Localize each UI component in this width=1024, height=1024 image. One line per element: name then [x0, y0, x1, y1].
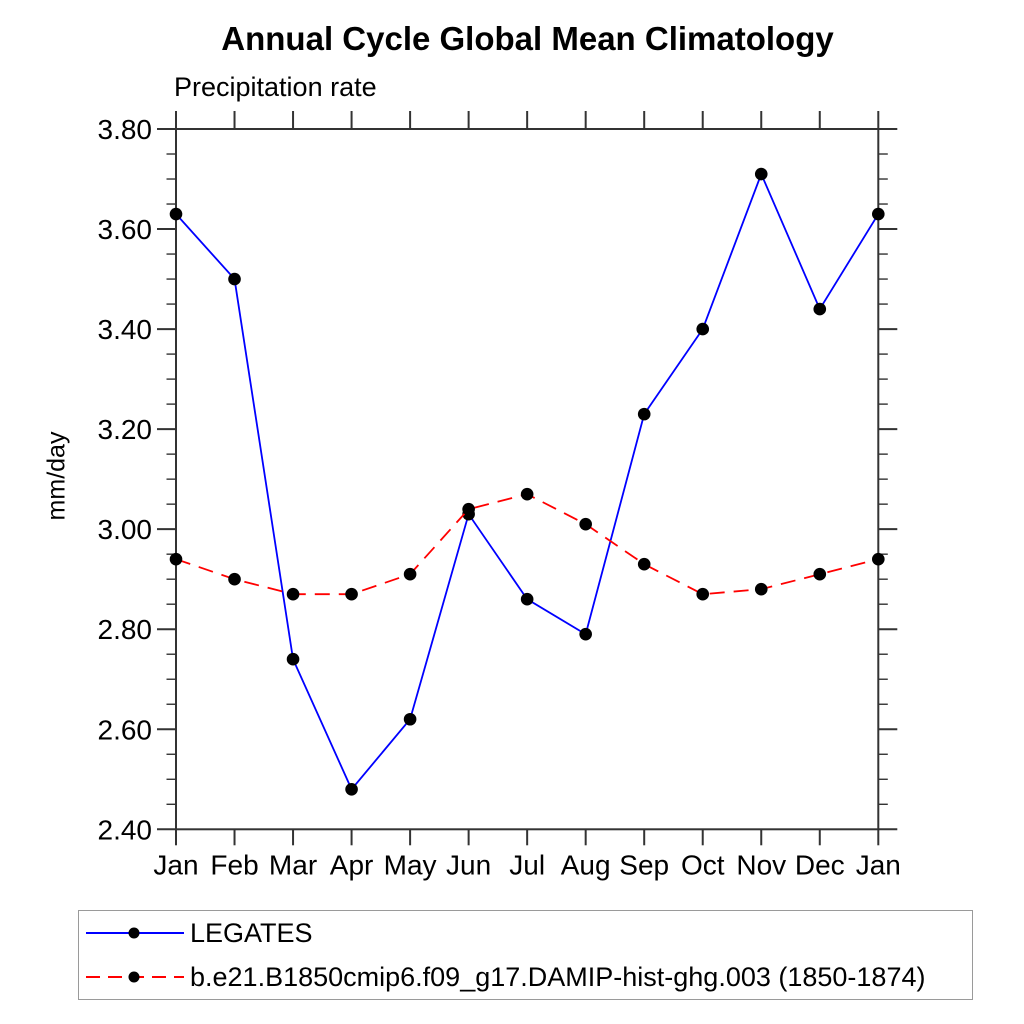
legend-box: LEGATES b.e21.B1850cmip6.f09_g17.DAMIP-h… — [78, 910, 973, 1000]
legend-item-model: b.e21.B1850cmip6.f09_g17.DAMIP-hist-ghg.… — [79, 955, 972, 999]
chart-subtitle: Precipitation rate — [174, 72, 377, 102]
data-point-marker — [286, 587, 300, 601]
data-point-marker — [754, 582, 768, 596]
legend-sample-dot-icon — [128, 971, 140, 983]
data-point-marker — [813, 567, 827, 581]
data-point-marker — [520, 592, 534, 606]
y-tick-label: 3.00 — [98, 514, 153, 545]
x-tick-label: Mar — [269, 849, 317, 880]
x-tick-label: Jan — [153, 849, 198, 880]
y-tick-label: 3.80 — [98, 114, 153, 145]
data-point-marker — [579, 517, 592, 531]
data-point-marker — [813, 302, 827, 316]
data-point-marker — [520, 487, 534, 501]
legend-item-legates: LEGATES — [79, 911, 972, 955]
data-point-marker — [637, 557, 651, 571]
series-line-legates — [175, 171, 880, 791]
x-tick-label: Jul — [509, 849, 545, 880]
x-tick-label: Feb — [210, 849, 258, 880]
x-tick-label: May — [384, 849, 437, 880]
data-point-marker — [345, 587, 358, 601]
y-tick-label: 2.80 — [98, 614, 153, 645]
data-point-marker — [754, 167, 768, 181]
legend-line-sample-red-dashed — [86, 971, 184, 983]
data-point-marker — [286, 652, 300, 666]
data-point-marker — [169, 207, 183, 221]
y-tick-label: 2.40 — [98, 814, 153, 845]
y-tick-label: 3.20 — [98, 414, 153, 445]
data-point-marker — [228, 572, 241, 586]
x-tick-label: Nov — [736, 849, 786, 880]
x-tick-label: Jan — [856, 849, 901, 880]
data-point-marker — [345, 782, 358, 796]
data-point-marker — [579, 627, 592, 641]
y-tick-label: 2.60 — [98, 714, 153, 745]
x-tick-label: Oct — [681, 849, 725, 880]
x-tick-label: Jun — [446, 849, 491, 880]
legend-line-sample-blue-solid — [86, 927, 184, 939]
data-point-marker — [403, 567, 417, 581]
legend-label-model: b.e21.B1850cmip6.f09_g17.DAMIP-hist-ghg.… — [190, 961, 926, 992]
axis-frame — [175, 128, 880, 831]
x-tick-label: Aug — [561, 849, 611, 880]
data-point-marker — [403, 712, 417, 726]
legend-label-legates: LEGATES — [190, 917, 313, 948]
x-tick-label: Sep — [619, 849, 669, 880]
data-point-marker — [462, 502, 475, 516]
data-point-marker — [872, 207, 885, 221]
x-tick-label: Apr — [330, 849, 374, 880]
y-tick-label: 3.40 — [98, 314, 153, 345]
data-point-marker — [169, 552, 183, 566]
y-tick-label: 3.60 — [98, 214, 153, 245]
data-point-marker — [872, 552, 885, 566]
legend-sample-dot-icon — [128, 927, 140, 939]
data-point-marker — [696, 587, 710, 601]
data-point-marker — [637, 407, 651, 421]
chart-title: Annual Cycle Global Mean Climatology — [221, 20, 834, 57]
data-point-marker — [696, 322, 710, 336]
x-tick-label: Dec — [795, 849, 845, 880]
data-point-marker — [228, 272, 241, 286]
